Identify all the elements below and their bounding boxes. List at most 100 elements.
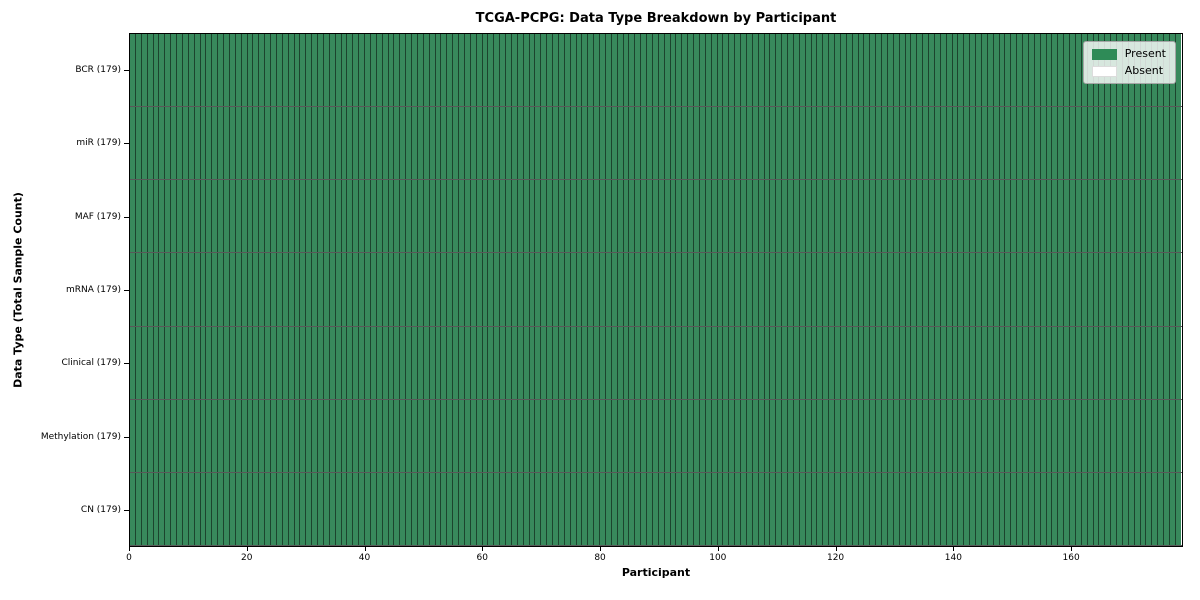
heatmap-cell	[976, 326, 982, 399]
heatmap-cell	[758, 326, 765, 399]
heatmap-cell	[511, 326, 518, 399]
heatmap-cell	[224, 472, 230, 545]
heatmap-cell	[206, 399, 213, 472]
heatmap-cell	[229, 107, 236, 180]
heatmap-cell	[964, 253, 971, 326]
heatmap-cell	[1034, 180, 1041, 253]
heatmap-cell	[893, 34, 900, 107]
heatmap-cell	[1128, 107, 1135, 180]
heatmap-cell	[582, 34, 589, 107]
heatmap-cell	[823, 253, 830, 326]
heatmap-cell	[876, 472, 882, 545]
heatmap-cell	[523, 326, 530, 399]
heatmap-cell	[987, 326, 994, 399]
heatmap-cell	[1134, 399, 1141, 472]
heatmap-cell	[182, 399, 189, 472]
heatmap-cell	[459, 107, 465, 180]
heatmap-cell	[993, 326, 1000, 399]
heatmap-cell	[135, 472, 142, 545]
heatmap-cell	[1099, 399, 1106, 472]
heatmap-cell	[1175, 34, 1181, 107]
heatmap-cell	[335, 107, 342, 180]
heatmap-cell	[323, 180, 330, 253]
heatmap-cell	[365, 399, 371, 472]
heatmap-cell	[400, 399, 407, 472]
heatmap-cell	[946, 326, 953, 399]
heatmap-cell	[1075, 472, 1082, 545]
heatmap-cell	[923, 107, 929, 180]
heatmap-cell	[829, 107, 835, 180]
heatmap-cell	[188, 34, 195, 107]
heatmap-cell	[1169, 253, 1176, 326]
heatmap-cell	[558, 34, 565, 107]
heatmap-cell	[200, 472, 207, 545]
heatmap-cell	[611, 180, 618, 253]
heatmap-cell	[159, 34, 166, 107]
heatmap-cell	[529, 399, 536, 472]
heatmap-cell	[153, 34, 160, 107]
heatmap-cell	[635, 107, 642, 180]
heatmap-cell	[1023, 107, 1029, 180]
heatmap-cell	[611, 399, 618, 472]
heatmap-cell	[382, 472, 389, 545]
heatmap-cell	[729, 326, 736, 399]
heatmap-cell	[1058, 472, 1065, 545]
heatmap-cell	[476, 180, 483, 253]
heatmap-cell	[341, 34, 348, 107]
heatmap-cell	[329, 107, 336, 180]
heatmap-cell	[1070, 326, 1076, 399]
heatmap-cell	[1093, 326, 1100, 399]
heatmap-cell	[347, 180, 354, 253]
heatmap-cell	[247, 472, 254, 545]
heatmap-cell	[394, 472, 401, 545]
heatmap-cell	[370, 253, 377, 326]
heatmap-cell	[770, 34, 777, 107]
heatmap-cell	[658, 253, 665, 326]
heatmap-cell	[1093, 472, 1100, 545]
heatmap-cell	[300, 399, 307, 472]
heatmap-cell	[864, 180, 871, 253]
heatmap-cell	[829, 399, 835, 472]
heatmap-cell	[705, 399, 712, 472]
heatmap-cell	[494, 399, 501, 472]
heatmap-cell	[594, 253, 600, 326]
heatmap-cell	[946, 107, 953, 180]
heatmap-cell	[764, 180, 771, 253]
x-tick-mark	[718, 547, 719, 551]
plot-area: Present Absent	[129, 33, 1183, 547]
heatmap-cell	[441, 472, 448, 545]
heatmap-cell	[1040, 180, 1047, 253]
heatmap-cell	[1111, 326, 1117, 399]
heatmap-cell	[329, 34, 336, 107]
heatmap-cell	[464, 180, 471, 253]
heatmap-cell	[893, 326, 900, 399]
heatmap-cell	[165, 107, 172, 180]
heatmap-cell	[1017, 253, 1023, 326]
heatmap-cell	[605, 253, 612, 326]
heatmap-cell	[793, 326, 800, 399]
heatmap-row	[130, 107, 1182, 181]
heatmap-cell	[840, 107, 847, 180]
heatmap-cell	[570, 34, 577, 107]
heatmap-cell	[1158, 180, 1164, 253]
heatmap-cell	[359, 326, 365, 399]
heatmap-cell	[852, 34, 859, 107]
heatmap-cell	[141, 326, 148, 399]
heatmap-cell	[1105, 253, 1112, 326]
heatmap-cell	[247, 34, 254, 107]
heatmap-cell	[171, 180, 177, 253]
heatmap-cell	[917, 399, 924, 472]
heatmap-cell	[917, 180, 924, 253]
heatmap-cell	[899, 253, 906, 326]
heatmap-cell	[453, 180, 459, 253]
heatmap-cell	[482, 326, 489, 399]
heatmap-cell	[194, 180, 201, 253]
heatmap-cell	[776, 34, 783, 107]
heatmap-cell	[870, 326, 877, 399]
heatmap-cell	[229, 34, 236, 107]
heatmap-cell	[1140, 107, 1147, 180]
heatmap-cell	[817, 34, 824, 107]
heatmap-cell	[212, 34, 219, 107]
heatmap-cell	[229, 253, 236, 326]
heatmap-cell	[1117, 107, 1123, 180]
